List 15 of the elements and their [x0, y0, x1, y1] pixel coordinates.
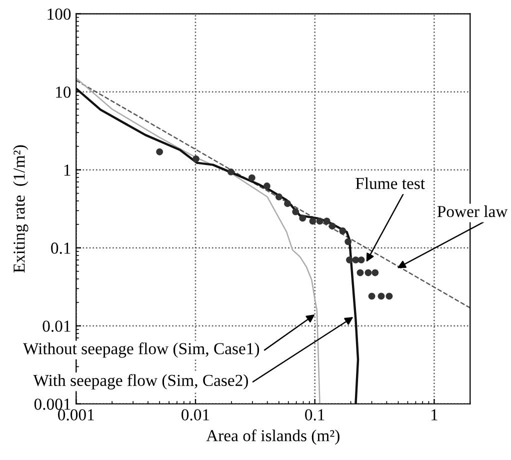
- x-tick-label: 0.1: [305, 409, 324, 421]
- annotation: Power law: [437, 205, 508, 218]
- annotation: Without seepage flow (Sim, Case1): [23, 342, 260, 358]
- x-axis-title: Area of islands (m²): [206, 429, 340, 445]
- y-tick-label: 0.001: [34, 398, 70, 410]
- annotation: With seepage flow (Sim, Case2): [33, 374, 248, 390]
- annotation: Flume test: [356, 177, 425, 190]
- y-tick-label: 10: [56, 86, 71, 98]
- x-tick-label: 1: [431, 409, 438, 420]
- x-tick-label: 0.01: [182, 409, 210, 421]
- y-tick-label: 0.1: [51, 242, 70, 254]
- y-tick-label: 0.01: [42, 320, 70, 332]
- y-axis-title: Exiting rate (1/m²): [13, 145, 28, 273]
- y-tick-label: 100: [48, 8, 71, 20]
- y-tick-label: 1: [64, 164, 70, 176]
